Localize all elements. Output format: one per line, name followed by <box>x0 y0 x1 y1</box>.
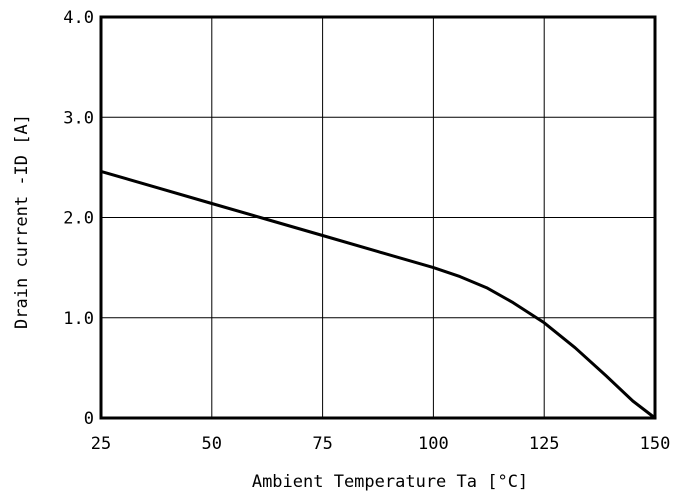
series-layer <box>99 169 657 420</box>
x-tick-labels: 25 50 75 100 125 150 <box>91 434 671 454</box>
y-tick-label: 2.0 <box>63 209 94 229</box>
plot-frame <box>99 15 657 420</box>
x-tick-label: 125 <box>529 434 560 454</box>
x-tick-label: 100 <box>418 434 449 454</box>
x-tick-label: 25 <box>91 434 111 454</box>
x-tick-label: 50 <box>202 434 222 454</box>
grid-lines <box>101 17 655 418</box>
y-tick-labels: 0 1.0 2.0 3.0 4.0 <box>63 8 94 429</box>
x-axis-title: Ambient Temperature Ta [°C] <box>252 472 528 492</box>
x-tick-label: 150 <box>640 434 671 454</box>
y-tick-label: 3.0 <box>63 108 94 128</box>
y-tick-label: 0 <box>84 409 94 429</box>
y-axis-title: Drain current -ID [A] <box>12 114 32 329</box>
x-tick-label: 75 <box>312 434 332 454</box>
y-tick-label: 4.0 <box>63 8 94 28</box>
series-line <box>99 169 657 420</box>
y-tick-label: 1.0 <box>63 309 94 329</box>
